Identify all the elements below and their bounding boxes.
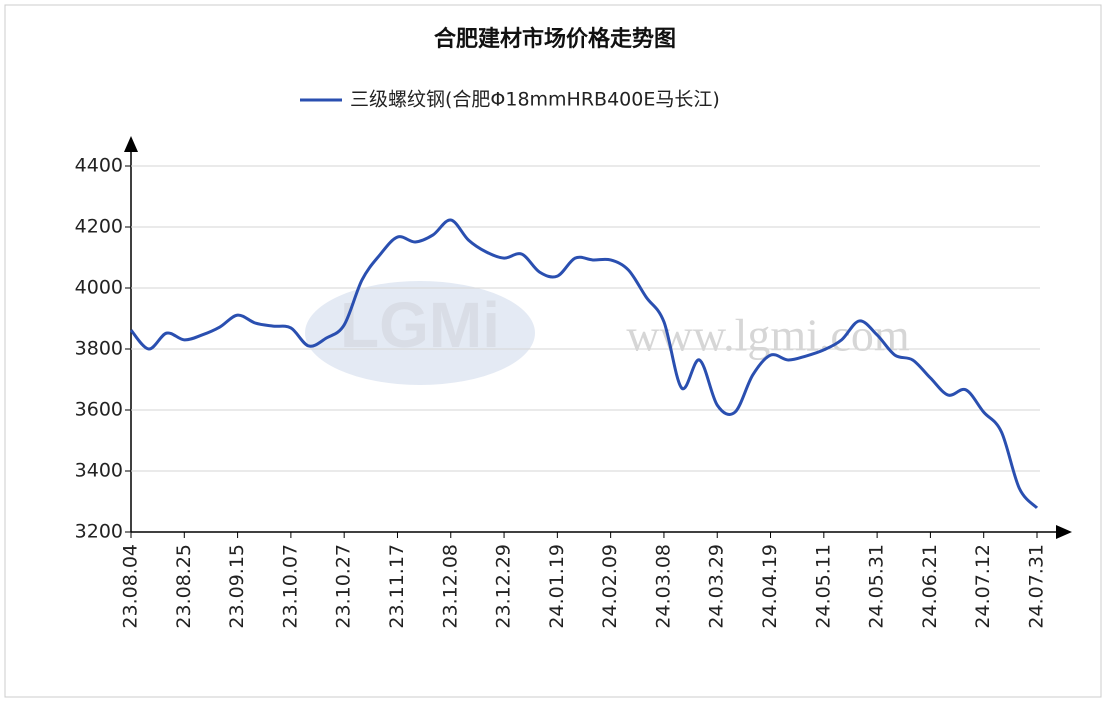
x-tick-label: 23.10.27: [333, 544, 355, 629]
x-tick-label: 23.08.04: [120, 544, 142, 629]
frame: [4, 4, 1102, 698]
watermark: www.lgmi.com: [626, 310, 909, 361]
x-tick-label: 24.07.12: [972, 544, 994, 629]
y-tick-label: 4400: [75, 155, 123, 177]
y-tick-label: 3400: [75, 460, 123, 482]
watermark: LGMi: [340, 289, 500, 361]
legend-label: 三级螺纹钢(合肥Φ18mmHRB400E马长江): [350, 89, 720, 111]
y-tick-label: 3800: [75, 338, 123, 360]
x-tick-label: 23.10.07: [279, 544, 301, 629]
x-tick-label: 24.01.19: [546, 544, 568, 629]
y-tick-label: 4200: [75, 216, 123, 238]
x-tick-label: 24.03.08: [652, 544, 674, 629]
x-tick-label: 23.08.25: [173, 544, 195, 629]
x-tick-label: 23.11.17: [386, 544, 408, 629]
x-tick-label: 24.04.19: [759, 544, 781, 629]
y-axis-arrow: [124, 136, 138, 152]
x-tick-label: 24.05.31: [866, 544, 888, 629]
x-tick-label: 23.09.15: [226, 544, 248, 629]
x-tick-label: 24.07.31: [1026, 544, 1048, 629]
y-tick-label: 3600: [75, 399, 123, 421]
x-tick-label: 24.02.09: [599, 544, 621, 629]
x-tick-label: 23.12.08: [439, 544, 461, 629]
x-tick-label: 24.03.29: [706, 544, 728, 629]
y-tick-label: 3200: [75, 521, 123, 543]
watermark-logo: [305, 281, 535, 385]
x-tick-label: 24.06.21: [919, 544, 941, 629]
x-tick-label: 24.05.11: [812, 544, 834, 629]
series-line: [129, 218, 1039, 509]
x-tick-label: 23.12.29: [493, 544, 515, 629]
chart-title: 合肥建材市场价格走势图: [434, 26, 676, 52]
y-tick-label: 4000: [75, 277, 123, 299]
x-axis-arrow: [1056, 525, 1072, 539]
